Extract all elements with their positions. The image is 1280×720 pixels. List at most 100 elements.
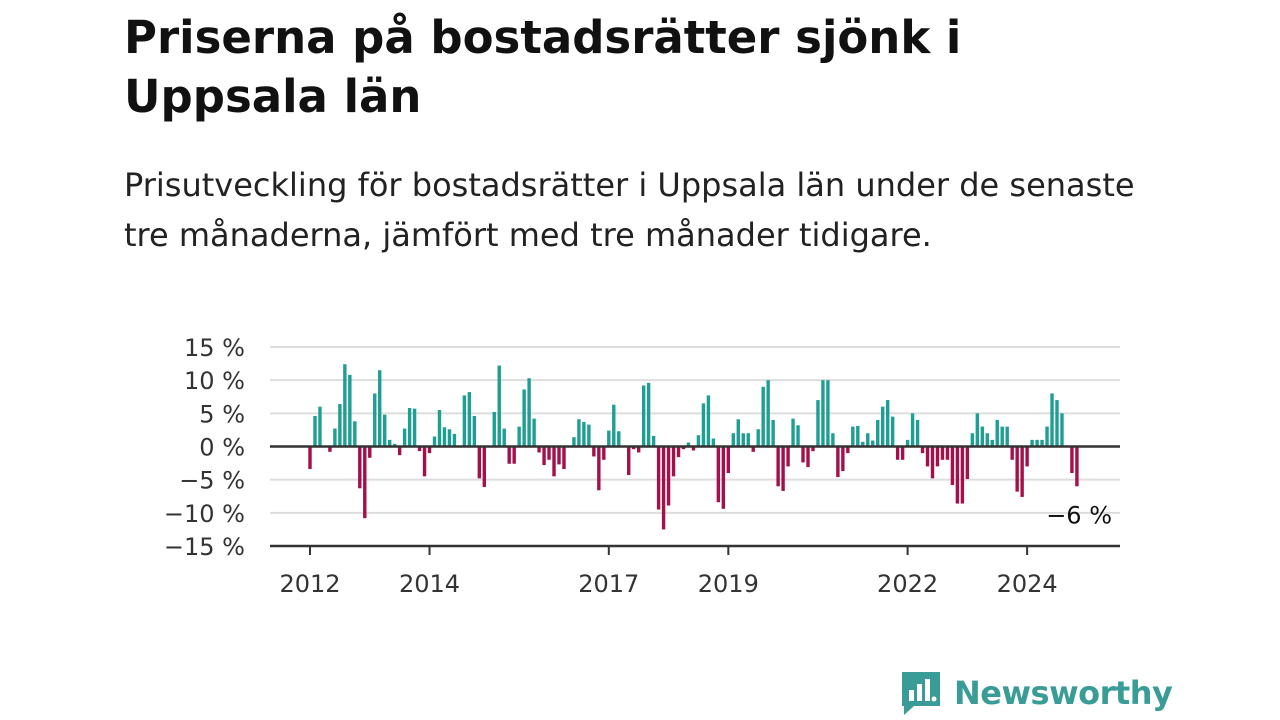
y-tick-label: 5 % — [199, 400, 245, 428]
bar — [497, 365, 501, 447]
bar — [1060, 413, 1064, 447]
bar — [1010, 446, 1014, 460]
y-tick-label: −15 % — [164, 533, 245, 561]
bar — [980, 426, 984, 447]
bar — [876, 419, 880, 447]
bar — [552, 446, 556, 477]
bar — [427, 446, 432, 454]
bar — [333, 428, 337, 447]
bar — [582, 421, 586, 447]
bar — [636, 446, 641, 453]
bar — [871, 440, 875, 447]
gridlines — [270, 346, 1120, 514]
bar — [477, 446, 482, 479]
bar — [920, 446, 925, 454]
bar — [397, 446, 402, 456]
bar — [861, 441, 865, 447]
bar — [881, 406, 885, 447]
y-tick-label: −5 % — [179, 467, 245, 495]
bar — [1030, 439, 1034, 447]
bar — [1000, 426, 1004, 447]
y-axis-ticks: 15 % 10 % 5 % 0 % −5 % −10 % −15 % — [164, 334, 245, 561]
bar — [502, 428, 506, 447]
bar — [392, 443, 397, 447]
bar — [651, 435, 656, 447]
bar — [910, 413, 915, 447]
bar — [447, 429, 452, 447]
bar — [816, 400, 820, 447]
bar — [741, 433, 745, 447]
bar — [343, 364, 347, 447]
bar — [522, 389, 526, 447]
bar — [1025, 446, 1029, 467]
bar — [731, 433, 735, 447]
bar — [368, 446, 372, 458]
bar — [801, 446, 805, 463]
bar — [686, 442, 691, 447]
bar — [925, 446, 930, 467]
bar — [402, 428, 407, 447]
bar — [846, 446, 850, 454]
bar — [417, 446, 422, 452]
bar — [771, 419, 775, 447]
bar — [1070, 446, 1074, 474]
chart-subtitle: Prisutveckling för bostadsrätter i Uppsa… — [124, 166, 1135, 254]
x-tick-label: 2024 — [997, 570, 1058, 598]
bar — [373, 393, 377, 447]
bar — [507, 446, 511, 464]
bar — [935, 446, 940, 467]
bar — [970, 433, 975, 447]
bar — [1015, 446, 1019, 492]
bar — [766, 380, 770, 447]
bar — [1075, 446, 1079, 487]
bar — [711, 438, 716, 447]
bar — [721, 446, 726, 509]
bar — [841, 446, 845, 472]
bar — [960, 446, 965, 504]
bar — [602, 446, 606, 460]
x-tick-label: 2022 — [877, 570, 938, 598]
bar — [462, 395, 467, 447]
bar — [1040, 439, 1044, 447]
bar — [776, 446, 780, 487]
bar — [821, 380, 825, 447]
bar — [383, 414, 387, 447]
bar — [975, 413, 980, 447]
bar — [527, 378, 531, 447]
bar — [407, 408, 412, 447]
bar — [696, 435, 701, 447]
y-tick-label: 15 % — [184, 334, 245, 362]
x-tick-label: 2014 — [399, 570, 460, 598]
bar — [467, 392, 472, 447]
bar — [791, 418, 795, 447]
bar — [681, 446, 686, 450]
bar — [432, 436, 437, 447]
bar — [930, 446, 935, 479]
bar — [701, 403, 706, 447]
bar — [562, 446, 566, 470]
bar — [666, 446, 671, 506]
bar — [412, 408, 417, 447]
bar — [587, 424, 591, 447]
newsworthy-logo-icon — [902, 672, 940, 715]
bar — [617, 431, 621, 447]
bar — [781, 446, 785, 491]
bar — [512, 446, 516, 464]
bar — [612, 404, 616, 447]
bar — [836, 446, 840, 478]
bar — [661, 446, 666, 530]
bar — [1035, 439, 1039, 447]
bar — [387, 439, 392, 447]
bar — [607, 430, 611, 447]
last-value-label: −6 % — [1046, 501, 1112, 529]
bar — [691, 446, 696, 451]
bar — [492, 412, 496, 447]
bar — [641, 385, 646, 447]
bar — [995, 419, 999, 447]
bar — [985, 433, 989, 447]
bar — [940, 446, 945, 460]
bar — [796, 425, 800, 447]
bar — [806, 446, 810, 468]
bar — [592, 446, 596, 457]
bar — [313, 415, 317, 447]
